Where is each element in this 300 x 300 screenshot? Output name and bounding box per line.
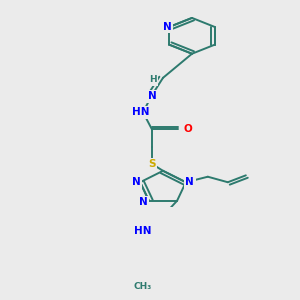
Text: H: H: [149, 75, 157, 84]
Text: N: N: [185, 177, 194, 187]
Text: HN: HN: [132, 107, 150, 117]
Text: O: O: [184, 124, 192, 134]
Text: S: S: [148, 159, 156, 169]
Text: CH₃: CH₃: [134, 282, 152, 291]
Text: N: N: [139, 197, 147, 207]
Text: N: N: [148, 92, 156, 101]
Text: N: N: [132, 177, 140, 187]
Text: N: N: [163, 22, 172, 32]
Text: HN: HN: [134, 226, 152, 236]
